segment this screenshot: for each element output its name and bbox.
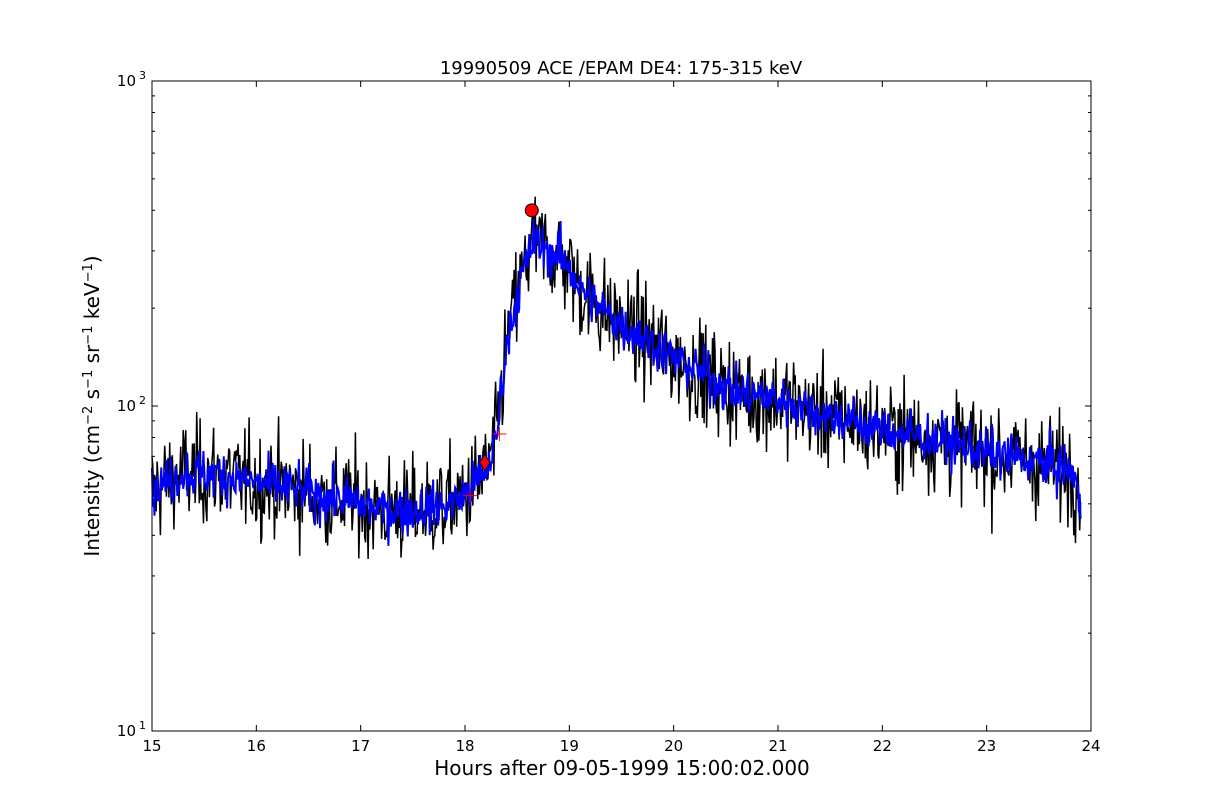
y-tick-label: 10	[117, 72, 136, 90]
x-tick-label: 22	[873, 737, 892, 755]
series-line	[151, 219, 1082, 546]
x-tick-label: 20	[664, 737, 683, 755]
plus-marker	[463, 488, 478, 503]
y-label-part: Intensity (cm	[80, 425, 104, 557]
y-label-superscript: −1	[81, 326, 96, 345]
y-tick-label: 10	[117, 722, 136, 740]
plot-frame	[151, 80, 1092, 732]
x-tick-label: 21	[768, 737, 787, 755]
x-tick-label: 23	[977, 737, 996, 755]
x-axis: 15 16 17 18 19 20 21 22 23 24	[142, 81, 1101, 755]
y-axis-label: Intensity (cm−2 s−1 sr−1 keV−1)	[80, 255, 104, 556]
peak-marker	[524, 203, 539, 218]
x-tick-label: 19	[560, 737, 579, 755]
y-label-part: sr	[80, 344, 104, 370]
y-tick-label-exp: 2	[139, 394, 146, 407]
x-tick-label: 17	[351, 737, 370, 755]
y-tick-label: 10	[117, 397, 136, 415]
onset-marker	[479, 453, 491, 472]
x-axis-label: Hours after 09-05-1999 15:00:02.000	[434, 756, 810, 780]
plot-area	[151, 196, 1082, 560]
series-line	[151, 196, 1082, 560]
x-tick-label: 24	[1081, 737, 1100, 755]
y-label-part: )	[80, 255, 104, 263]
y-label-superscript: −1	[81, 263, 96, 282]
x-tick-label: 16	[247, 737, 266, 755]
chart-title: 19990509 ACE /EPAM DE4: 175-315 keV	[440, 58, 803, 79]
y-tick-label-exp: 1	[139, 719, 146, 732]
y-label-superscript: −1	[81, 370, 96, 389]
x-tick-label: 15	[142, 737, 161, 755]
y-label-superscript: −2	[81, 406, 96, 425]
y-tick-label-exp: 3	[139, 69, 146, 82]
x-tick-label: 18	[455, 737, 474, 755]
y-label-part: s	[80, 389, 104, 406]
plus-marker	[492, 427, 507, 442]
y-label-part: keV	[80, 282, 104, 326]
